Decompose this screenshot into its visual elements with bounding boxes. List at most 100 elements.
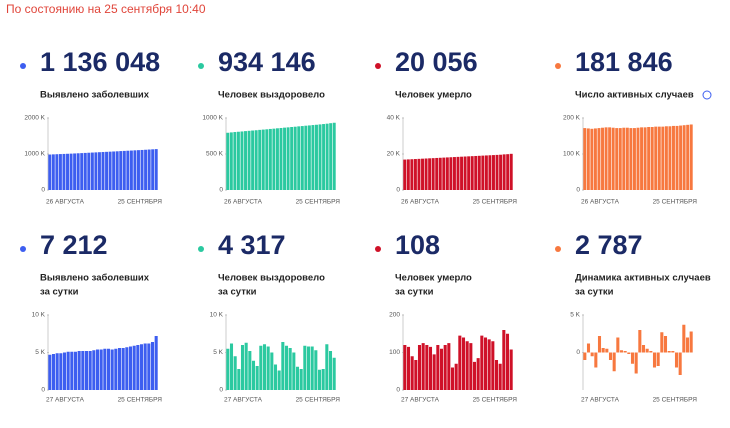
bar <box>443 345 447 390</box>
x-tick-label: 25 СЕНТЯБРЯ <box>296 199 341 206</box>
bar <box>652 352 657 368</box>
metric-label: Число активных случаев <box>575 90 694 101</box>
bar <box>144 149 148 190</box>
bar <box>240 345 245 390</box>
bar <box>233 356 237 390</box>
bar <box>114 348 118 390</box>
bullet <box>375 246 381 252</box>
bar <box>645 348 649 353</box>
bar <box>266 346 270 390</box>
bar <box>103 348 107 390</box>
bar <box>465 341 469 390</box>
bar <box>439 348 444 390</box>
bar <box>81 351 85 390</box>
bar <box>467 156 471 190</box>
bar <box>261 129 265 190</box>
bar <box>590 352 594 357</box>
bar <box>632 128 636 190</box>
bar <box>657 126 661 190</box>
bar <box>447 343 451 390</box>
bar <box>483 337 488 390</box>
bar <box>112 151 116 190</box>
bar <box>654 126 658 190</box>
bar <box>122 150 126 190</box>
bar <box>487 339 491 390</box>
bullet <box>555 246 561 252</box>
bar <box>601 348 605 353</box>
bar <box>469 343 473 390</box>
bar <box>325 123 329 190</box>
bar <box>638 330 642 353</box>
bar <box>277 370 281 390</box>
bar <box>629 128 633 190</box>
bar <box>322 124 326 190</box>
bar <box>290 127 294 190</box>
bar <box>154 336 158 390</box>
bar <box>240 131 244 190</box>
bar <box>678 352 682 375</box>
metric-label: Человек выздоровело <box>218 273 325 284</box>
bar <box>432 354 436 390</box>
bullet <box>20 246 26 252</box>
bar <box>147 343 151 390</box>
bar <box>502 330 506 390</box>
headline: 7 212 <box>40 230 108 260</box>
bar <box>604 127 608 190</box>
bar <box>428 158 432 190</box>
bar <box>237 369 241 390</box>
bar <box>643 127 647 190</box>
bar <box>105 151 109 190</box>
metric-label: Человек умерло <box>395 90 472 101</box>
bar <box>59 353 63 390</box>
bar <box>623 351 627 353</box>
bar <box>477 155 481 190</box>
bar <box>583 128 587 190</box>
bar <box>608 352 613 360</box>
bar <box>445 157 449 190</box>
x-tick-label: 25 СЕНТЯБРЯ <box>118 199 163 206</box>
y-tick-label: 0 <box>41 387 45 394</box>
headline: 108 <box>395 230 440 260</box>
bar <box>80 153 84 190</box>
bar <box>410 356 414 390</box>
bar <box>424 158 428 190</box>
x-tick-label: 25 СЕНТЯБРЯ <box>296 397 341 404</box>
bar <box>137 150 140 190</box>
bar <box>110 349 114 390</box>
bar <box>51 154 55 190</box>
bar <box>686 124 690 190</box>
bar <box>76 153 80 190</box>
bar <box>304 125 308 190</box>
bar <box>413 159 417 190</box>
bar <box>660 332 664 353</box>
bar <box>92 350 96 390</box>
x-tick-label: 25 СЕНТЯБРЯ <box>118 397 163 404</box>
bar <box>126 150 130 190</box>
bar <box>51 354 56 390</box>
bar <box>509 153 513 190</box>
bar <box>317 369 322 390</box>
bar <box>431 158 435 190</box>
bar <box>90 152 94 190</box>
bar <box>295 366 300 390</box>
bar <box>284 345 289 390</box>
bar <box>661 126 665 190</box>
bar <box>321 369 325 390</box>
bar <box>69 153 73 190</box>
bar <box>128 346 133 390</box>
bar <box>476 358 480 390</box>
bar <box>590 128 594 190</box>
bar <box>229 343 234 390</box>
y-tick-label: 0 <box>396 187 400 194</box>
x-tick-label: 27 АВГУСТА <box>581 397 620 404</box>
bar <box>601 127 604 190</box>
bar <box>106 348 111 390</box>
y-tick-label: 0 <box>576 349 580 356</box>
bar <box>664 126 668 190</box>
bar <box>48 354 52 390</box>
bar <box>498 363 502 390</box>
bar <box>311 125 315 190</box>
bar <box>258 129 262 190</box>
y-tick-label: 500 K <box>206 151 224 158</box>
y-tick-label: 5 K <box>35 349 45 356</box>
